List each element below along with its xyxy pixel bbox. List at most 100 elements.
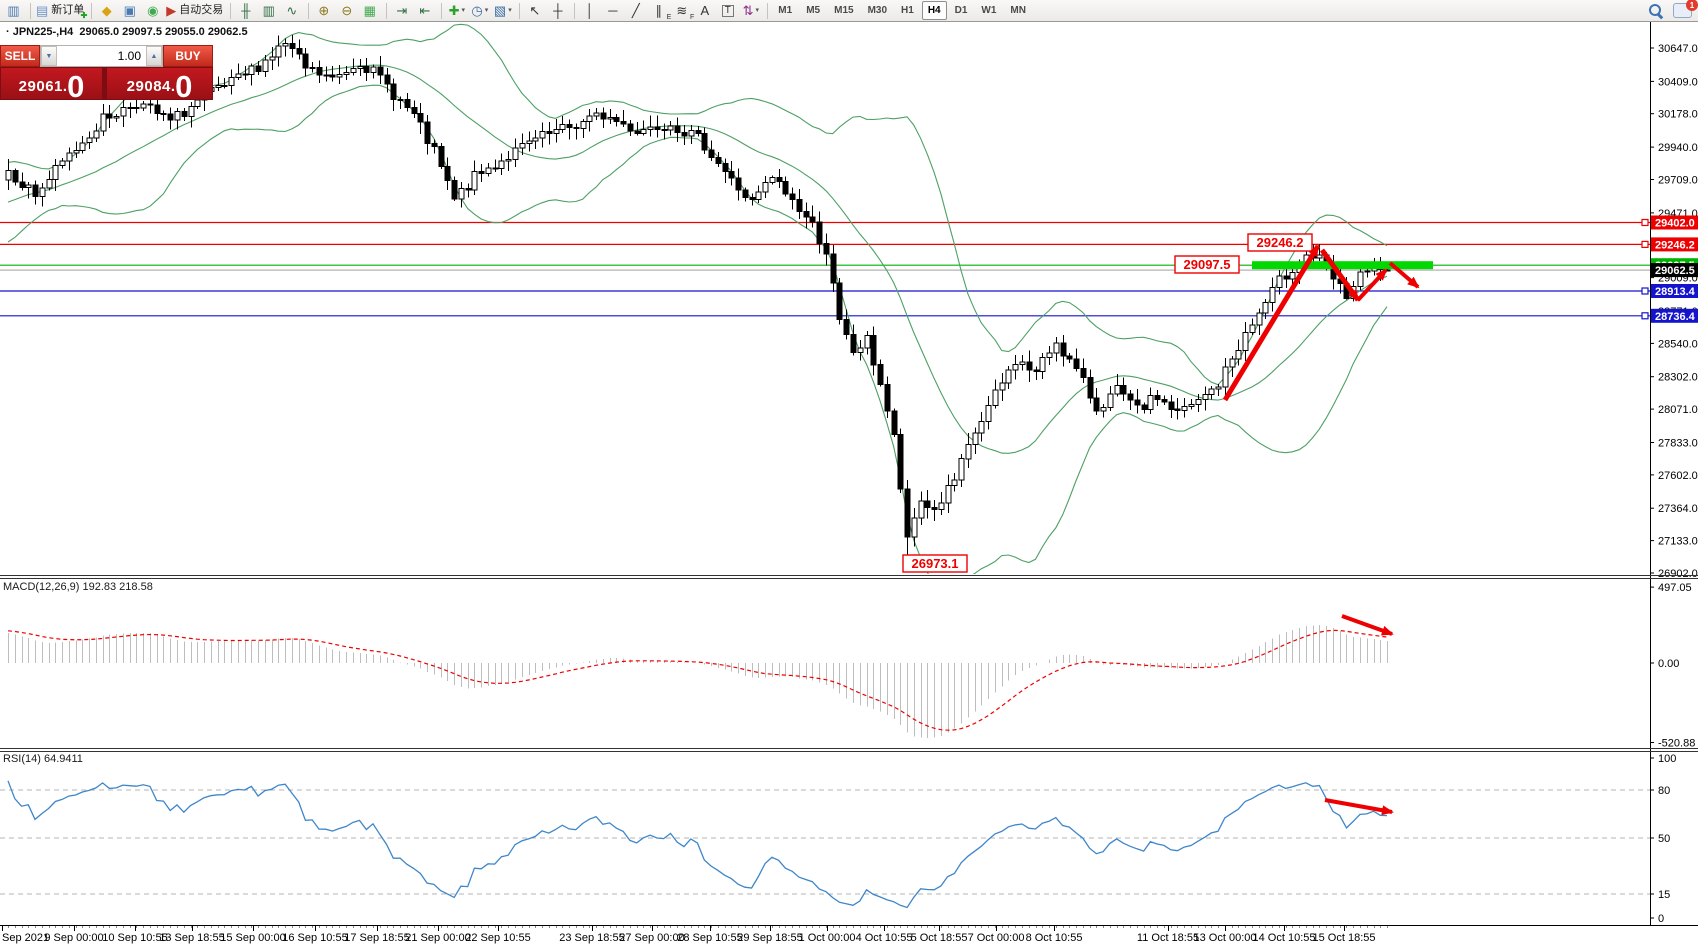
trend-arrow-impulse-up[interactable] (1222, 244, 1321, 402)
candlestick-chart-glyph: ▥ (262, 3, 275, 18)
tile-windows-button[interactable]: ▦ (358, 1, 381, 21)
zoom-out-button[interactable]: ⊖ (335, 1, 358, 21)
rsi-axis-label: 100 (1658, 753, 1676, 765)
terminal-icon[interactable]: ▣ (118, 1, 141, 21)
price-axis-label: 30647.0 (1658, 43, 1698, 55)
auto-trading-button[interactable]: ▶ 自动交易 (164, 1, 225, 21)
trend-arrow-projection-down[interactable] (1388, 261, 1420, 289)
rsi-axis-label: 0 (1658, 913, 1664, 925)
new-order-button-label: 新订单 (51, 4, 85, 16)
trend-arrow-macd-down[interactable] (1341, 614, 1394, 636)
tile-windows-glyph: ▦ (363, 3, 376, 18)
macd-axis-label: 0.00 (1658, 658, 1679, 670)
notification-badge: 1 (1686, 0, 1698, 11)
trend-arrows[interactable] (1222, 244, 1420, 816)
level-handle[interactable] (1641, 240, 1649, 248)
chart-shift-button[interactable]: ⇥ (390, 1, 413, 21)
support-highlight-zone[interactable] (1252, 261, 1433, 270)
market-watch-icon[interactable]: ◆ (95, 1, 118, 21)
notifications-icon[interactable]: 1 (1673, 0, 1698, 18)
signals-icon[interactable]: ◉ (141, 1, 164, 21)
level-handle[interactable] (1641, 312, 1649, 320)
annotation-box[interactable] (902, 554, 968, 573)
trend-arrow-rsi-flat[interactable] (1324, 798, 1394, 816)
new-order-glyph: ▤ (36, 3, 49, 18)
price-axis-label: 28302.0 (1658, 372, 1698, 384)
zoom-in-glyph: ⊕ (318, 3, 330, 18)
zoom-in-button[interactable]: ⊕ (312, 1, 335, 21)
trend-arrow-pullback-down[interactable] (1319, 248, 1361, 302)
dropdown-caret-icon: ▾ (755, 7, 759, 14)
timeframe-button-m5[interactable]: M5 (806, 5, 821, 16)
line-chart-button[interactable]: ∿ (280, 1, 303, 21)
timeframe-button-m1[interactable]: M1 (778, 5, 793, 16)
dropdown-caret-icon: ▾ (508, 7, 512, 14)
level-handle[interactable] (1641, 287, 1649, 295)
time-axis-label: 5 Oct 18:55 (911, 932, 968, 944)
toolbar-separator (226, 2, 232, 19)
periods-glyph: ◷ (471, 3, 483, 18)
signals-icon-glyph: ◉ (147, 3, 159, 18)
buy-price-frac: 0 (175, 69, 193, 104)
price-badge (1651, 237, 1698, 252)
sell-price-display[interactable]: 29061. 0 (0, 67, 103, 104)
timeframe-button-mn[interactable]: MN (1010, 5, 1026, 16)
bar-chart-glyph: ╫ (241, 3, 251, 18)
fibonacci-button[interactable]: ≋ F (670, 1, 694, 21)
timeframe-button-h4[interactable]: H4 (921, 1, 947, 20)
price-axis-label: 28540.0 (1658, 338, 1698, 350)
buy-price-display[interactable]: 29084. 0 (106, 67, 213, 104)
chart-window-icon[interactable]: ▥ (2, 1, 25, 21)
candlestick-chart-button[interactable]: ▥ (257, 1, 280, 21)
time-axis-label: 21 Sep 00:00 (405, 932, 470, 944)
timeframe-button-h1[interactable]: H1 (901, 5, 914, 16)
trend-arrow-bounce-up[interactable] (1356, 268, 1388, 302)
arrows-button[interactable]: ⇅ ▾ (739, 1, 762, 21)
text-button[interactable]: A (693, 1, 716, 21)
timeframe-button-d1[interactable]: D1 (954, 5, 968, 16)
horizontal-line-button[interactable]: ─ (601, 1, 624, 21)
time-axis-label: 15 Sep 00:00 (220, 932, 285, 944)
dropdown-caret-icon: ▾ (461, 7, 465, 14)
periods-button[interactable]: ◷ ▾ (468, 1, 491, 21)
new-order-button[interactable]: ▤ ✚ 新订单 (34, 1, 87, 21)
time-axis-label: 16 Sep 10:55 (282, 932, 347, 944)
crosshair-glyph: ┼ (553, 3, 563, 18)
level-handle[interactable] (1641, 218, 1649, 227)
toolbar-separator (87, 2, 93, 19)
text-label-button[interactable]: T (716, 1, 739, 21)
volume-decrease-button[interactable]: ▼ (41, 46, 57, 66)
annotation-box[interactable] (1174, 255, 1240, 274)
annotation-label: 26973.1 (912, 556, 959, 571)
volume-input[interactable]: 1.00 (57, 46, 146, 66)
sell-price-frac: 0 (67, 69, 85, 104)
timeframe-button-m15[interactable]: M15 (834, 5, 854, 16)
toolbar-separator (304, 2, 310, 19)
toolbar-right: 1 (1648, 0, 1698, 18)
price-annotations: 29246.2 29097.5 26973.1 (902, 233, 1313, 573)
auto-scroll-button[interactable]: ⇤ (413, 1, 436, 21)
annotation-box[interactable] (1247, 233, 1313, 252)
crosshair-button[interactable]: ┼ (546, 1, 569, 21)
trendline-button[interactable]: ╱ (624, 1, 647, 21)
time-axis-label: 9 Sep 00:00 (44, 932, 103, 944)
cursor-button[interactable]: ↖ (523, 1, 546, 21)
vertical-line-button[interactable]: │ (578, 1, 601, 21)
price-badge (1651, 308, 1698, 323)
buy-button[interactable]: BUY (163, 45, 213, 67)
timeframe-button-m30[interactable]: M30 (867, 5, 888, 16)
templates-button[interactable]: ▧ ▾ (491, 1, 514, 21)
one-click-trading-panel: SELL ▼ 1.00 ▲ BUY 29061. 0 29084. 0 (0, 45, 213, 104)
sell-button[interactable]: SELL (0, 45, 40, 67)
channel-button[interactable]: ∥ E (647, 1, 672, 21)
bar-chart-button[interactable]: ╫ (234, 1, 257, 21)
price-axis-label: 30409.0 (1658, 76, 1698, 88)
zoom-out-glyph: ⊖ (341, 3, 353, 18)
templates-glyph: ▧ (493, 3, 507, 18)
time-axis-label: 29 Sep 18:55 (737, 932, 802, 944)
timeframe-button-w1[interactable]: W1 (981, 5, 997, 16)
volume-increase-button[interactable]: ▲ (146, 46, 162, 66)
search-icon[interactable] (1648, 3, 1663, 18)
indicators-button[interactable]: ✚ ▾ (445, 1, 468, 21)
